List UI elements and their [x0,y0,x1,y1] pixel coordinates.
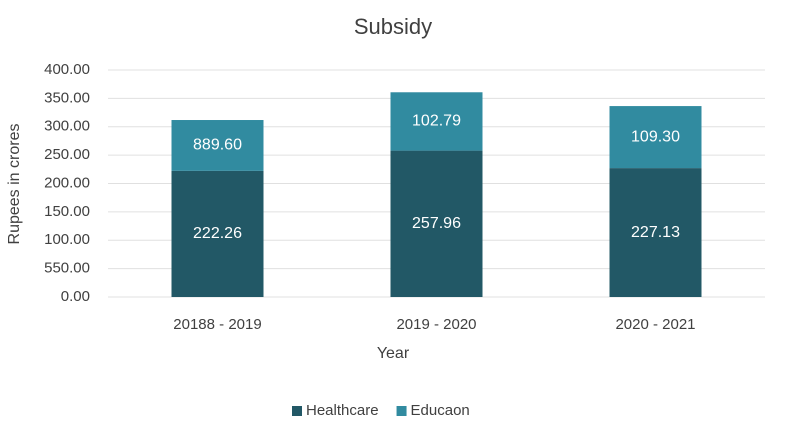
chart-title: Subsidy [354,14,432,39]
legend-label: Healthcare [306,402,379,419]
y-axis-label: Rupees in crores [6,124,23,245]
data-label: 889.60 [193,137,242,154]
y-tick-label: 0.00 [61,288,90,305]
y-tick-label: 400.00 [44,61,90,78]
x-tick-label: 2019 - 2020 [396,316,476,333]
data-label: 222.26 [193,225,242,242]
data-label: 257.96 [412,215,461,232]
data-label: 227.13 [631,224,680,241]
bar-segment [609,168,702,297]
y-tick-label: 550.00 [44,260,90,277]
x-tick-label: 20188 - 2019 [173,316,261,333]
bar-segment [171,170,264,297]
legend-label: Educaon [411,402,470,419]
bar-segment [390,150,483,297]
y-tick-label: 150.00 [44,203,90,220]
bar-segment [609,106,702,169]
x-tick-label: 2020 - 2021 [615,316,695,333]
data-label: 102.79 [412,113,461,130]
bar-segment [171,120,264,171]
legend-swatch [396,406,407,416]
data-label: 109.30 [631,128,680,145]
y-tick-label: 200.00 [44,174,90,191]
y-tick-label: 300.00 [44,118,90,135]
x-axis-label: Year [377,345,410,362]
y-tick-label: 350.00 [44,89,90,106]
y-tick-label: 250.00 [44,146,90,163]
y-tick-label: 100.00 [44,231,90,248]
bar-segment [390,92,483,151]
legend-swatch [292,406,302,416]
